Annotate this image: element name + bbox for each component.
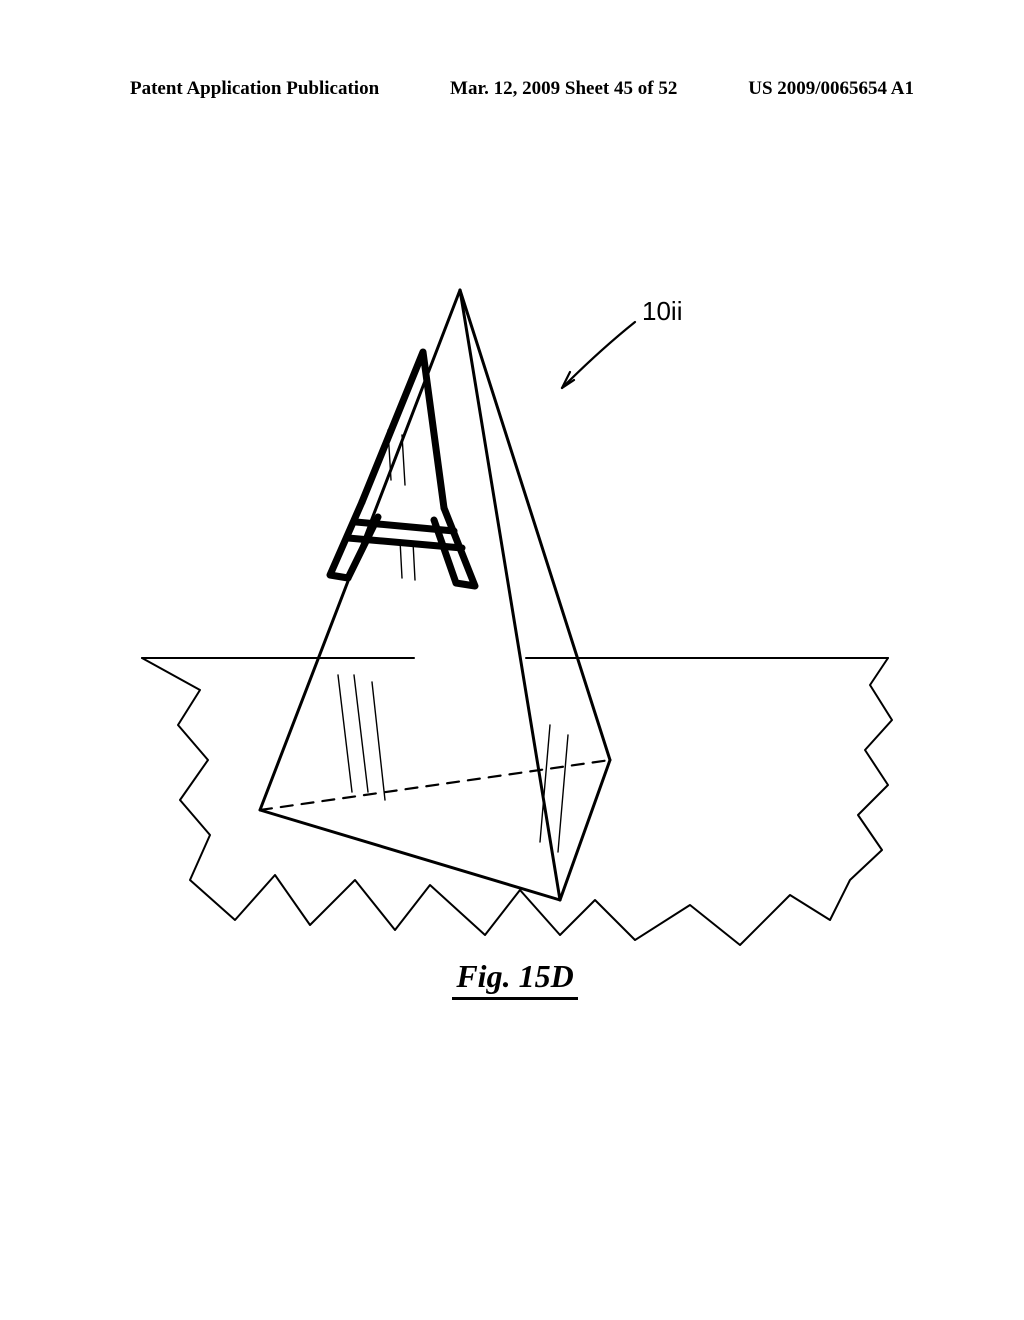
patent-figure-svg bbox=[130, 280, 900, 960]
header-left: Patent Application Publication bbox=[130, 78, 379, 100]
header-center: Mar. 12, 2009 Sheet 45 of 52 bbox=[450, 78, 677, 100]
page-header: Patent Application Publication Mar. 12, … bbox=[0, 78, 1024, 100]
header-right: US 2009/0065654 A1 bbox=[748, 78, 914, 100]
figure-container: 10ii Fig. 15D bbox=[130, 280, 900, 1000]
figure-caption: Fig. 15D bbox=[130, 958, 900, 1000]
reference-label-10ii: 10ii bbox=[642, 296, 682, 327]
